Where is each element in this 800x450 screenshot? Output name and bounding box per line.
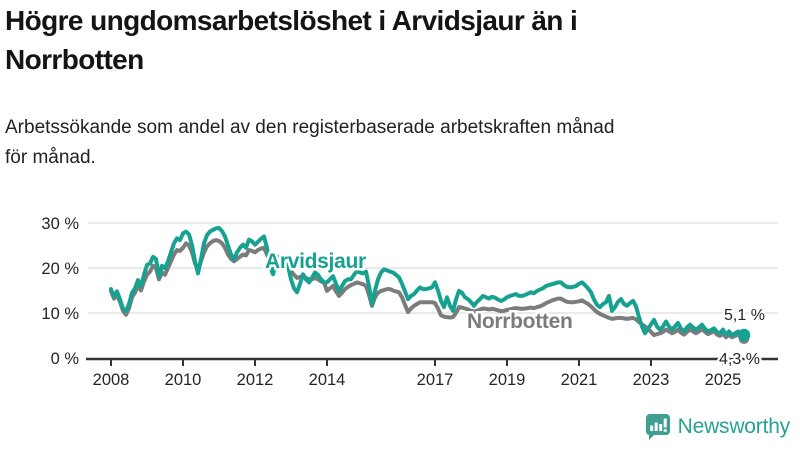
x-tick-label: 2021 <box>561 371 598 389</box>
y-tick-label: 10 % <box>41 305 79 323</box>
series-line-arvidsjaur <box>109 226 746 338</box>
x-tick-label: 2023 <box>633 371 670 389</box>
chart-title: Högre ungdomsarbetslöshet i Arvidsjaur ä… <box>5 5 578 75</box>
x-axis: 2008 2010 2012 2014 2017 2019 2021 2023 2025 <box>86 357 778 389</box>
end-value-label-norrbotten: 4,3 % <box>719 351 760 368</box>
y-tick-label: 0 % <box>51 350 80 368</box>
y-tick-label: 30 % <box>41 215 79 233</box>
x-tick-label: 2012 <box>237 371 274 389</box>
series-label-norrbotten: Norrbotten <box>467 310 573 333</box>
series-label-arvidsjaur: Arvidsjaur <box>265 250 366 273</box>
x-tick-label: 2008 <box>93 371 130 389</box>
x-tick-label: 2017 <box>417 371 454 389</box>
x-tick-label: 2019 <box>489 371 526 389</box>
newsworthy-logo[interactable]: Newsworthy <box>645 413 790 440</box>
gridlines <box>88 222 778 314</box>
chart-subtitle: Arbetssökande som andel av den registerb… <box>5 117 615 169</box>
y-axis: 0 % 10 % 20 % 30 % <box>41 215 79 368</box>
x-tick-label: 2014 <box>309 371 346 389</box>
x-tick-label: 2025 <box>705 371 742 389</box>
newsworthy-brand-text: Newsworthy <box>677 414 791 438</box>
end-value-label-arvidsjaur: 5,1 % <box>724 307 765 324</box>
bar-chart-speech-bubble-icon <box>645 414 670 440</box>
y-tick-label: 20 % <box>41 260 79 278</box>
end-dot-arvidsjaur <box>737 328 751 342</box>
x-tick-label: 2010 <box>165 371 202 389</box>
